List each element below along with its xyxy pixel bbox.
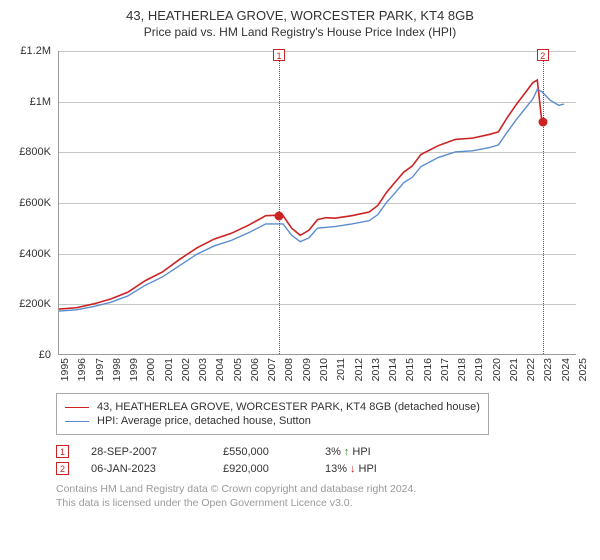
chart-container: 43, HEATHERLEA GROVE, WORCESTER PARK, KT… <box>0 0 600 516</box>
x-tick-label: 2021 <box>508 358 520 381</box>
chart-area: £0 £200K £400K £600K £800K £1M £1.2M 1995 1996 19… <box>18 45 582 385</box>
arrow-down-icon: ↓ <box>350 463 356 475</box>
x-tick-label: 1996 <box>76 358 88 381</box>
x-tick-label: 2001 <box>163 358 175 381</box>
x-tick-label: 1995 <box>59 358 71 381</box>
legend-swatch <box>65 421 89 422</box>
x-tick-label: 2025 <box>577 358 589 381</box>
x-tick-label: 2011 <box>335 358 347 381</box>
event-badge: 2 <box>537 49 549 61</box>
x-tick-label: 2015 <box>404 358 416 381</box>
x-tick-label: 2000 <box>145 358 157 381</box>
event-marker-line <box>543 51 544 354</box>
footer-line-1: Contains HM Land Registry data © Crown c… <box>56 483 582 497</box>
series-hpi-sutton <box>59 89 564 311</box>
y-tick-label: £200K <box>19 298 51 310</box>
event-delta-value: 13% <box>325 463 347 475</box>
event-badge-sm: 2 <box>56 462 69 475</box>
x-tick-label: 2022 <box>525 358 537 381</box>
event-dot <box>274 211 283 220</box>
events-table: 128-SEP-2007£550,0003%↑HPI206-JAN-2023£9… <box>56 445 582 475</box>
x-tick-label: 2003 <box>197 358 209 381</box>
x-tick-label: 1997 <box>94 358 106 381</box>
x-tick-label: 2005 <box>232 358 244 381</box>
x-tick-label: 2024 <box>560 358 572 381</box>
y-tick-label: £0 <box>39 349 51 361</box>
event-badge: 1 <box>273 49 285 61</box>
event-delta-suffix: HPI <box>352 446 370 458</box>
x-tick-label: 2018 <box>456 358 468 381</box>
x-tick-label: 1999 <box>128 358 140 381</box>
event-delta: 3%↑HPI <box>325 446 371 458</box>
legend-label: HPI: Average price, detached house, Sutt… <box>97 415 311 427</box>
series-property-price <box>59 80 542 309</box>
event-delta-value: 3% <box>325 446 341 458</box>
x-tick-label: 2020 <box>491 358 503 381</box>
event-row: 1 28-SEP-2007 £550,000 3%↑HPI <box>56 445 582 458</box>
x-tick-label: 2014 <box>387 358 399 381</box>
event-row: 2 06-JAN-2023 £920,000 13%↓HPI <box>56 462 582 475</box>
x-tick-label: 2009 <box>301 358 313 381</box>
event-marker-line <box>279 51 280 354</box>
legend: 43, HEATHERLEA GROVE, WORCESTER PARK, KT… <box>56 393 489 435</box>
event-delta-suffix: HPI <box>359 463 377 475</box>
event-badge-sm: 1 <box>56 445 69 458</box>
x-tick-label: 2013 <box>370 358 382 381</box>
event-date: 06-JAN-2023 <box>91 463 201 475</box>
event-price: £550,000 <box>223 446 303 458</box>
footer-line-2: This data is licensed under the Open Gov… <box>56 497 582 511</box>
arrow-up-icon: ↑ <box>344 446 350 458</box>
x-tick-label: 2006 <box>249 358 261 381</box>
x-tick-label: 2008 <box>283 358 295 381</box>
x-tick-label: 2002 <box>180 358 192 381</box>
x-tick-label: 2007 <box>266 358 278 381</box>
x-tick-label: 1998 <box>111 358 123 381</box>
event-dot <box>538 117 547 126</box>
x-tick-label: 2004 <box>214 358 226 381</box>
legend-label: 43, HEATHERLEA GROVE, WORCESTER PARK, KT… <box>97 401 480 413</box>
x-tick-label: 2016 <box>422 358 434 381</box>
series-svg <box>59 51 576 354</box>
event-delta: 13%↓HPI <box>325 463 377 475</box>
legend-row: HPI: Average price, detached house, Sutt… <box>65 415 480 427</box>
footer-attribution: Contains HM Land Registry data © Crown c… <box>56 483 582 510</box>
x-tick-label: 2012 <box>353 358 365 381</box>
chart-subtitle: Price paid vs. HM Land Registry's House … <box>18 25 582 39</box>
y-tick-label: £1M <box>30 96 51 108</box>
y-tick-label: £800K <box>19 146 51 158</box>
legend-swatch <box>65 407 89 408</box>
y-tick-label: £1.2M <box>20 45 51 57</box>
x-tick-label: 2010 <box>318 358 330 381</box>
x-tick-label: 2017 <box>439 358 451 381</box>
x-tick-label: 2019 <box>473 358 485 381</box>
legend-row: 43, HEATHERLEA GROVE, WORCESTER PARK, KT… <box>65 401 480 413</box>
y-tick-label: £400K <box>19 248 51 260</box>
plot-area: £0£200K£400K£600K£800K£1M£1.2M1995199619… <box>58 51 576 355</box>
event-price: £920,000 <box>223 463 303 475</box>
chart-title: 43, HEATHERLEA GROVE, WORCESTER PARK, KT… <box>18 8 582 23</box>
y-tick-label: £600K <box>19 197 51 209</box>
event-date: 28-SEP-2007 <box>91 446 201 458</box>
x-tick-label: 2023 <box>542 358 554 381</box>
